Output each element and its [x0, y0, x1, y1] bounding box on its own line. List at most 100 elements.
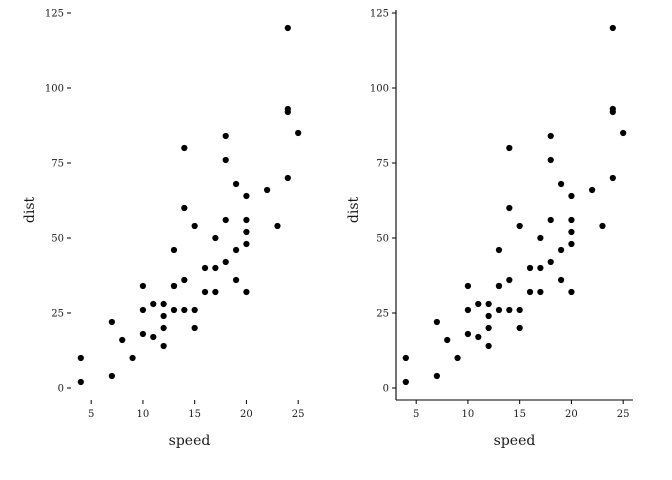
left-x-tick-label: 20 — [240, 409, 253, 420]
left-data-point — [170, 306, 178, 314]
left-data-point — [77, 378, 84, 386]
right-data-point — [557, 180, 565, 188]
left-y-ticks: 0 25 50 75 100 125 — [45, 9, 71, 395]
right-data-point — [609, 24, 616, 32]
right-data-point — [475, 333, 482, 341]
left-data-point — [191, 306, 198, 314]
left-data-point — [160, 312, 167, 320]
right-data-point — [464, 282, 472, 290]
right-data-point — [568, 240, 575, 248]
left-y-tick-label: 0 — [58, 384, 64, 395]
left-data-point — [170, 246, 178, 254]
left-data-point — [243, 192, 250, 200]
left-data-point — [191, 324, 198, 332]
left-y-tick-label: 125 — [45, 9, 64, 20]
left-data-point — [108, 372, 115, 380]
left-points — [77, 24, 302, 386]
left-data-point — [284, 105, 291, 113]
left-data-point — [181, 276, 188, 284]
left-data-point — [222, 132, 229, 140]
left-data-point — [212, 264, 219, 272]
right-data-point — [485, 342, 492, 350]
left-data-point — [284, 174, 291, 182]
right-x-tick-label: 20 — [565, 409, 578, 420]
right-y-tick-label: 75 — [376, 159, 389, 170]
right-panel: 5 10 15 20 25 0 25 50 75 100 125 speed dist — [346, 9, 633, 449]
left-x-tick-label: 25 — [292, 409, 305, 420]
left-y-tick-label: 75 — [51, 159, 64, 170]
right-data-point — [464, 306, 472, 314]
right-data-point — [568, 192, 575, 200]
right-data-point — [485, 312, 492, 320]
right-y-tick-label: 25 — [376, 309, 389, 320]
right-x-tick-label: 25 — [617, 409, 630, 420]
right-data-point — [526, 264, 534, 272]
right-data-point — [568, 288, 575, 296]
left-data-point — [243, 240, 250, 248]
left-data-point — [139, 306, 147, 314]
right-y-tick-label: 100 — [370, 84, 389, 95]
right-y-ticks: 0 25 50 75 100 125 — [370, 9, 396, 395]
left-y-tick-label: 50 — [51, 234, 64, 245]
right-data-point — [516, 222, 523, 230]
left-y-axis-title: dist — [22, 197, 38, 224]
right-data-point — [444, 336, 451, 344]
right-y-tick-label: 0 — [383, 384, 389, 395]
left-data-point — [284, 24, 291, 32]
right-data-point — [402, 378, 409, 386]
left-data-point — [181, 204, 188, 212]
left-x-ticks: 5 10 15 20 25 — [88, 400, 305, 420]
right-data-point — [547, 258, 554, 266]
left-data-point — [201, 264, 209, 272]
left-x-tick-label: 15 — [188, 409, 201, 420]
left-data-point — [119, 336, 126, 344]
right-x-tick-label: 15 — [513, 409, 526, 420]
left-data-point — [295, 129, 302, 137]
right-data-point — [589, 186, 596, 194]
left-data-point — [222, 216, 229, 224]
right-data-point — [464, 330, 472, 338]
right-data-point — [609, 105, 616, 113]
right-data-point — [402, 354, 409, 362]
left-data-point — [212, 288, 219, 296]
right-data-point — [485, 300, 492, 308]
left-panel: 5 10 15 20 25 0 25 50 75 100 125 speed dist — [22, 9, 305, 450]
right-data-point — [599, 222, 606, 230]
left-data-point — [150, 333, 157, 341]
right-y-tick-label: 50 — [376, 234, 389, 245]
right-data-point — [568, 228, 575, 236]
right-data-point — [609, 174, 616, 182]
left-data-point — [201, 288, 209, 296]
right-data-point — [454, 354, 461, 362]
right-x-tick-label: 5 — [413, 409, 419, 420]
left-data-point — [243, 228, 250, 236]
left-y-tick-label: 25 — [51, 309, 64, 320]
right-data-point — [526, 288, 534, 296]
right-x-tick-label: 10 — [462, 409, 475, 420]
right-data-point — [568, 216, 575, 224]
right-y-axis-title: dist — [346, 197, 362, 224]
left-data-point — [160, 300, 167, 308]
left-x-tick-label: 10 — [137, 409, 150, 420]
left-data-point — [222, 258, 229, 266]
left-data-point — [77, 354, 84, 362]
left-data-point — [139, 282, 147, 290]
left-data-point — [191, 222, 198, 230]
right-data-point — [547, 216, 554, 224]
left-data-point — [160, 324, 167, 332]
right-data-point — [557, 246, 565, 254]
right-data-point — [516, 306, 523, 314]
right-data-point — [620, 129, 627, 137]
right-data-point — [506, 204, 513, 212]
left-data-point — [274, 222, 281, 230]
left-data-point — [232, 276, 240, 284]
left-data-point — [150, 300, 157, 308]
right-data-point — [495, 246, 503, 254]
right-data-point — [506, 276, 513, 284]
left-x-axis-title: speed — [169, 433, 211, 449]
right-y-tick-label: 125 — [370, 9, 389, 20]
left-data-point — [243, 288, 250, 296]
left-x-tick-label: 5 — [88, 409, 94, 420]
